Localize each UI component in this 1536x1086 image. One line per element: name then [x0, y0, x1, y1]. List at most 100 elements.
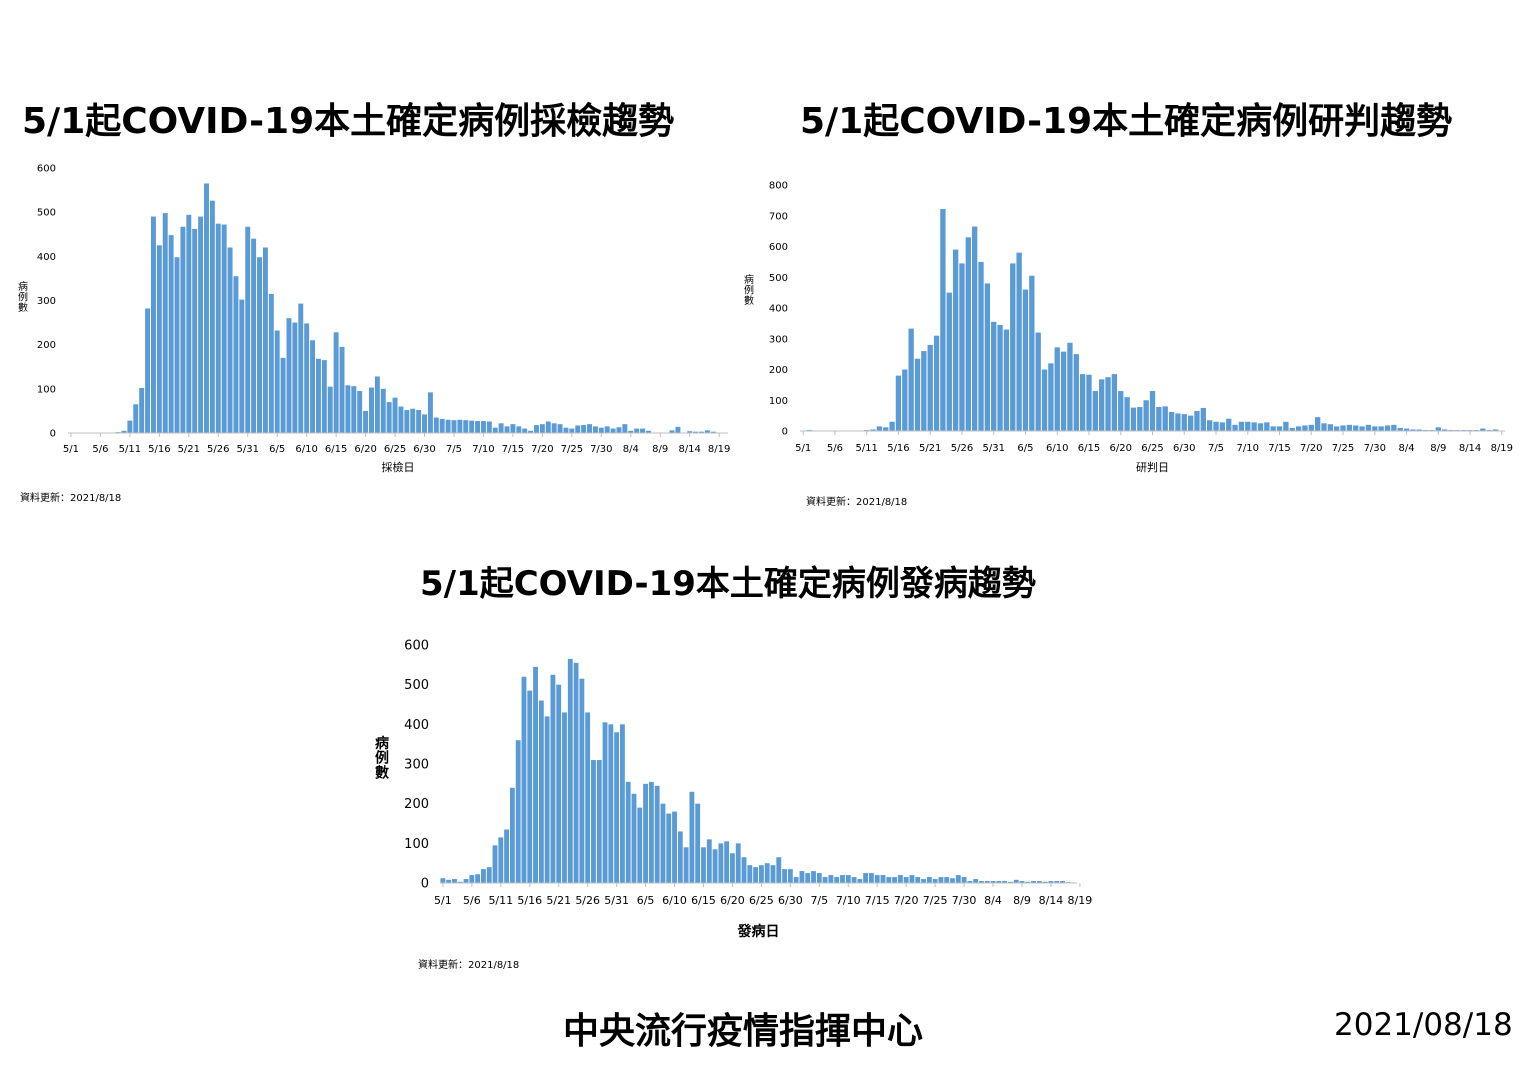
chart3-bar	[602, 722, 608, 883]
chart2-bar	[1334, 426, 1340, 431]
chart2-x-tick-label: 6/25	[1141, 443, 1163, 454]
chart2-bar	[1372, 426, 1378, 431]
chart1-x-tick-label: 7/30	[590, 444, 612, 455]
chart3-bar	[735, 843, 741, 883]
chart2-x-tick-label: 5/6	[827, 443, 843, 454]
chart2-bar	[1213, 421, 1219, 431]
chart2-bar	[1403, 428, 1410, 431]
chart2-y-tick-label: 100	[769, 396, 788, 407]
chart2-bar	[1010, 263, 1016, 431]
chart2-bar	[1022, 289, 1029, 431]
chart1-y-tick-label: 100	[37, 384, 56, 395]
chart2-bar	[1206, 420, 1213, 431]
chart1-bar	[563, 427, 569, 433]
chart1-update-note: 資料更新：2021/8/18	[20, 493, 122, 504]
chart3-bar	[845, 875, 851, 883]
chart3-bar	[486, 867, 492, 883]
chart1-bar	[516, 426, 522, 434]
chart2-bar	[1270, 426, 1276, 431]
chart3-bar	[515, 740, 521, 883]
chart3-bar	[1013, 879, 1019, 883]
chart2-bar	[908, 328, 914, 431]
chart2-bar	[1441, 429, 1448, 431]
chart3-bar	[909, 875, 915, 883]
chart2-bar	[1226, 418, 1232, 431]
chart2-bar	[991, 321, 997, 431]
chart3-bar	[1031, 881, 1036, 883]
chart3-bar	[955, 875, 961, 883]
chart2-bar	[902, 369, 908, 431]
chart1-y-tick-label: 300	[37, 296, 56, 307]
chart2-y-tick-label: 300	[769, 334, 788, 345]
chart3-x-tick-label: 7/5	[810, 894, 828, 907]
chart1-bar	[198, 216, 204, 433]
chart3-bar	[1019, 881, 1025, 883]
chart2-x-tick-label: 7/10	[1237, 443, 1259, 454]
chart1-bar	[274, 330, 280, 433]
chart2-bar	[1137, 407, 1143, 431]
chart2-x-tick-label: 6/15	[1078, 443, 1100, 454]
chart3-bar	[509, 787, 515, 883]
footer-organization: 中央流行疫情指揮中心	[563, 1011, 924, 1052]
chart3-bar	[591, 760, 596, 883]
chart1-y-tick-label: 200	[37, 340, 56, 351]
chart1-bar	[262, 247, 268, 433]
chart1-x-tick-label: 5/26	[207, 444, 229, 455]
chart3-x-tick-label: 7/10	[836, 894, 861, 907]
chart3-bar	[984, 881, 990, 883]
chart1-bar	[139, 387, 145, 433]
chart1-bar	[374, 376, 380, 433]
chart3-bar	[562, 712, 567, 883]
chart3-bar	[758, 865, 764, 883]
chart3-bar	[863, 873, 869, 883]
chart2-bar	[946, 292, 952, 432]
chart1-x-tick-label: 6/30	[413, 444, 435, 455]
chart2-bar	[1353, 425, 1359, 432]
chart1-bar	[510, 424, 516, 433]
chart3-y-tick-label: 300	[404, 758, 429, 773]
chart3-bar	[880, 875, 886, 883]
chart3-y-tick-label: 600	[404, 639, 429, 654]
chart2-bar	[933, 335, 940, 432]
chart3-bar	[695, 803, 701, 883]
chart1-bar	[622, 424, 628, 433]
chart2-bar	[1200, 407, 1206, 431]
chart3-bar	[440, 878, 446, 883]
chart2-bar	[1410, 429, 1416, 431]
chart2-x-tick-label: 6/5	[1017, 443, 1033, 454]
chart1-bar	[427, 392, 433, 433]
chart3-y-tick-label: 500	[404, 678, 429, 693]
chart3-bar	[1048, 881, 1054, 883]
chart2-bar	[1181, 414, 1187, 431]
chart1-x-tick-label: 8/19	[708, 444, 730, 455]
chart3-bar	[677, 831, 683, 883]
chart1-bar	[710, 431, 716, 433]
chart1-bar	[386, 402, 392, 433]
chart1-bar	[575, 425, 581, 433]
chart1-bar	[315, 358, 321, 433]
chart3-x-tick-label: 8/14	[1039, 894, 1064, 907]
chart2-y-axis-title: 病例數	[744, 273, 754, 307]
chart1-bar	[528, 430, 534, 433]
chart1-bar	[439, 418, 445, 433]
chart2-bar	[1251, 422, 1257, 431]
chart2-bar	[870, 429, 876, 431]
chart2-bar	[1060, 351, 1067, 431]
chart1-bar	[162, 213, 168, 433]
chart1-bar	[598, 427, 604, 433]
chart2-bar	[1257, 423, 1264, 431]
chart2-y-tick-label: 200	[769, 365, 788, 376]
chart1-bar	[345, 385, 351, 433]
chart3-bar	[637, 807, 643, 883]
chart1-bar	[150, 216, 156, 433]
chart1-bar	[339, 346, 345, 434]
chart1-bar	[504, 426, 510, 434]
chart2-bar	[1105, 377, 1111, 431]
chart3-bar	[556, 684, 562, 883]
chart3-bar	[932, 879, 938, 883]
chart1-bar	[180, 226, 186, 433]
chart3-x-tick-label: 5/16	[517, 894, 542, 907]
chart1-bar	[292, 322, 298, 433]
chart3-y-tick-label: 400	[404, 718, 429, 733]
chart3-bar	[741, 857, 747, 883]
